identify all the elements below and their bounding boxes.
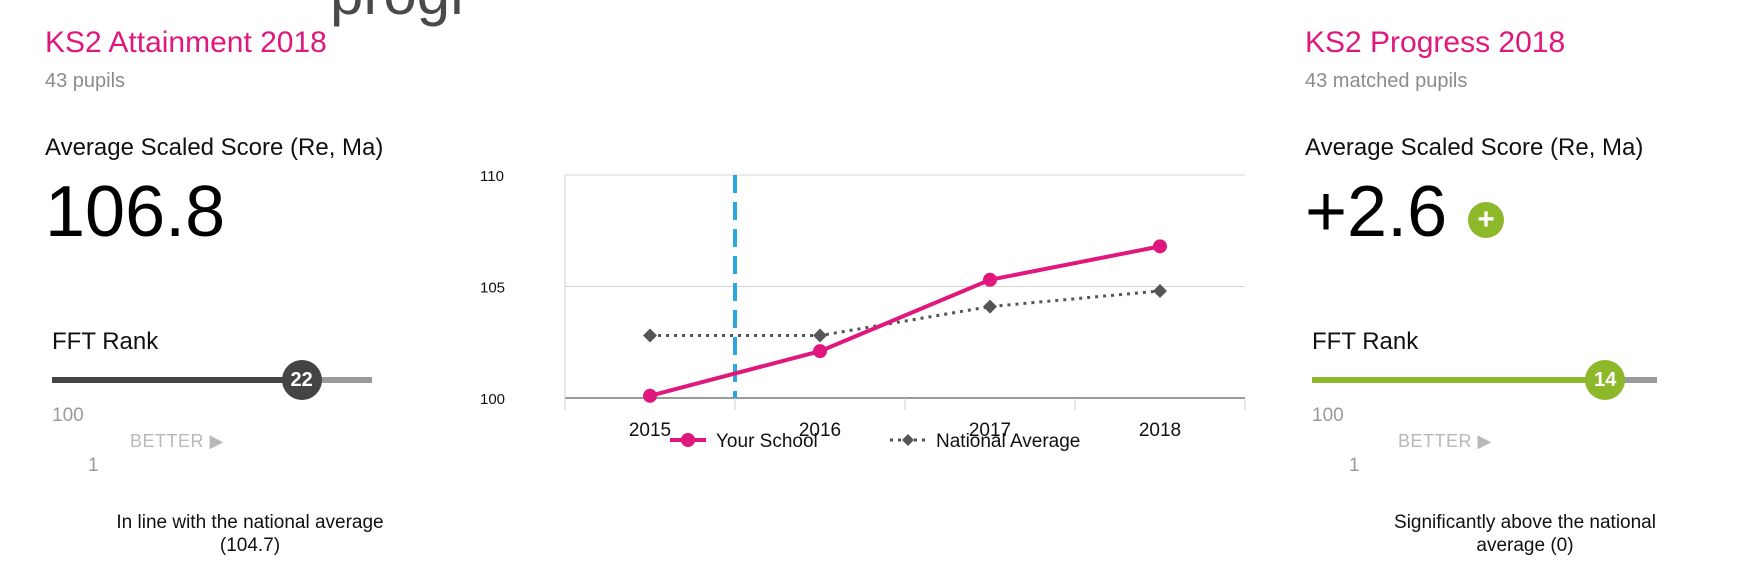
attainment-better-indicator: BETTER ▶ bbox=[130, 431, 224, 451]
point-your-school bbox=[643, 388, 657, 403]
attainment-rank-track-filled bbox=[52, 377, 302, 383]
point-your-school bbox=[1153, 239, 1167, 254]
legend-marker-your-school bbox=[681, 433, 695, 447]
x-tick-label: 2016 bbox=[799, 420, 841, 441]
point-your-school bbox=[813, 344, 827, 359]
point-national-average bbox=[1153, 283, 1167, 298]
attainment-score: 106.8 bbox=[45, 172, 226, 252]
attainment-caption: In line with the national average (104.7… bbox=[116, 512, 384, 556]
legend-marker-national-average bbox=[902, 434, 914, 446]
y-tick-label: 105 bbox=[480, 280, 505, 297]
series-line-national-average bbox=[650, 289, 1161, 338]
x-tick-label: 2015 bbox=[629, 420, 671, 441]
y-tick-label: 100 bbox=[480, 391, 505, 408]
progress-score: +2.6 bbox=[1305, 172, 1448, 252]
progress-metric-label: Average Scaled Score (Re, Ma) bbox=[1305, 134, 1644, 161]
page-heading-clipped: progr bbox=[330, 0, 470, 24]
x-tick-label: 2018 bbox=[1139, 420, 1181, 441]
progress-caption: Significantly above the national average… bbox=[1394, 512, 1656, 556]
progress-title: KS2 Progress 2018 bbox=[1305, 26, 1566, 59]
legend-label-your-school: Your School bbox=[716, 431, 818, 452]
point-national-average bbox=[643, 328, 657, 343]
attainment-metric-label: Average Scaled Score (Re, Ma) bbox=[45, 134, 384, 161]
attainment-rank-slider: 22 bbox=[52, 358, 372, 402]
attainment-pupils: 43 pupils bbox=[45, 70, 126, 92]
point-national-average bbox=[813, 328, 827, 343]
positive-indicator-icon: + bbox=[1468, 202, 1504, 238]
attainment-rank-label: FFT Rank bbox=[52, 328, 159, 355]
attainment-scale-best: 1 bbox=[88, 455, 99, 476]
progress-rank-slider: 14 bbox=[1312, 358, 1657, 402]
progress-scale-best: 1 bbox=[1349, 455, 1360, 476]
attainment-rank-track-remaining bbox=[301, 377, 372, 383]
progress-rank-track-remaining bbox=[1605, 377, 1657, 383]
legend-label-national-average: National Average bbox=[936, 431, 1080, 452]
progress-scale-worst: 100 bbox=[1312, 405, 1344, 426]
attainment-scale-worst: 100 bbox=[52, 405, 84, 426]
progress-rank-label: FFT Rank bbox=[1312, 328, 1419, 355]
progress-rank-track-filled bbox=[1312, 377, 1606, 383]
attainment-title: KS2 Attainment 2018 bbox=[45, 26, 327, 59]
series-line-your-school bbox=[649, 244, 1161, 398]
progress-pupils: 43 matched pupils bbox=[1305, 70, 1468, 92]
point-your-school bbox=[983, 272, 997, 287]
point-national-average bbox=[983, 299, 997, 314]
y-tick-label: 110 bbox=[480, 168, 504, 185]
x-tick-label: 2017 bbox=[969, 420, 1011, 441]
trend-chart: 100 105 110 2015 2016 2017 2018 Your School Nati… bbox=[480, 168, 1246, 452]
progress-rank-knob: 14 bbox=[1585, 360, 1626, 400]
attainment-rank-knob: 22 bbox=[281, 360, 322, 400]
progress-better-indicator: BETTER ▶ bbox=[1398, 431, 1492, 451]
